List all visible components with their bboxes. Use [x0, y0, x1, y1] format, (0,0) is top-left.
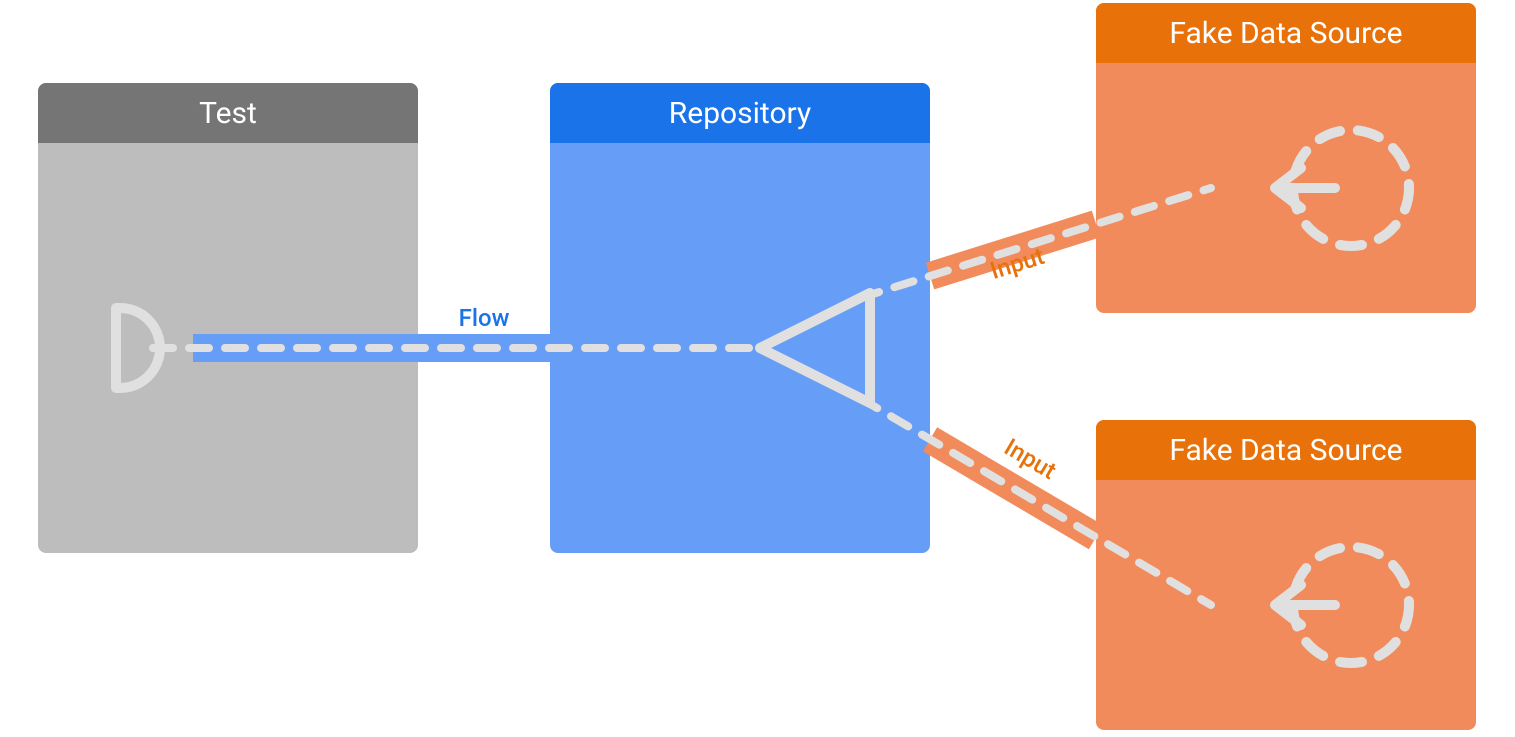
node-fake1: Fake Data Source	[1096, 3, 1476, 313]
node-repository: Repository	[550, 83, 930, 553]
node-fake2-title: Fake Data Source	[1169, 433, 1402, 468]
architecture-diagram: Test Repository Fake Data Source Fake Data …	[0, 0, 1515, 737]
node-fake1-title: Fake Data Source	[1169, 16, 1402, 51]
node-repository-title: Repository	[669, 96, 811, 131]
node-test-title: Test	[199, 96, 257, 131]
edge-flow-label: Flow	[459, 304, 510, 332]
node-test: Test	[38, 83, 418, 553]
